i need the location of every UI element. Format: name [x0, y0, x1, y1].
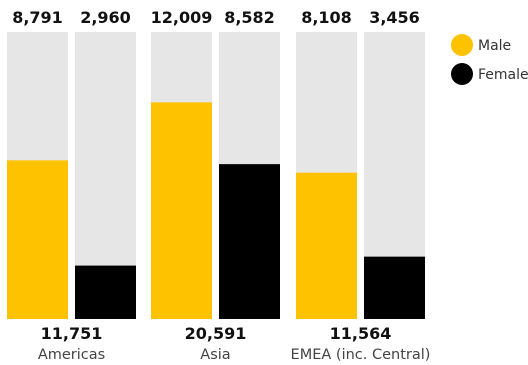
total-label-emea-inc-central: 11,564	[330, 324, 392, 343]
total-label-asia: 20,591	[185, 324, 247, 343]
legend-swatch-female	[451, 63, 473, 85]
bar-americas-female	[75, 265, 136, 319]
bar-asia-male	[151, 102, 212, 319]
value-label-asia-female: 8,582	[224, 8, 275, 27]
bar-emea-inc-central-male	[296, 172, 357, 319]
legend-label-female: Female	[478, 67, 528, 83]
bars-layer	[7, 32, 425, 319]
legend-label-male: Male	[478, 38, 511, 54]
category-label-asia: Asia	[200, 347, 230, 363]
value-label-emea-inc-central-female: 3,456	[369, 8, 420, 27]
value-label-americas-male: 8,791	[12, 8, 63, 27]
bar-asia-female	[219, 164, 280, 319]
category-label-americas: Americas	[38, 347, 105, 363]
legend-swatch-male	[451, 34, 473, 56]
legend: Male Female	[451, 34, 528, 85]
bar-emea-inc-central-female	[364, 256, 425, 319]
bar-americas-male	[7, 160, 68, 319]
value-label-asia-male: 12,009	[151, 8, 213, 27]
category-label-emea-inc-central: EMEA (inc. Central)	[291, 347, 431, 363]
total-label-americas: 11,751	[41, 324, 103, 343]
labels-layer: 8,791 2,960 11,751 Americas 12,009 8,582 20,59…	[12, 8, 430, 363]
value-label-americas-female: 2,960	[80, 8, 131, 27]
value-label-emea-inc-central-male: 8,108	[301, 8, 352, 27]
